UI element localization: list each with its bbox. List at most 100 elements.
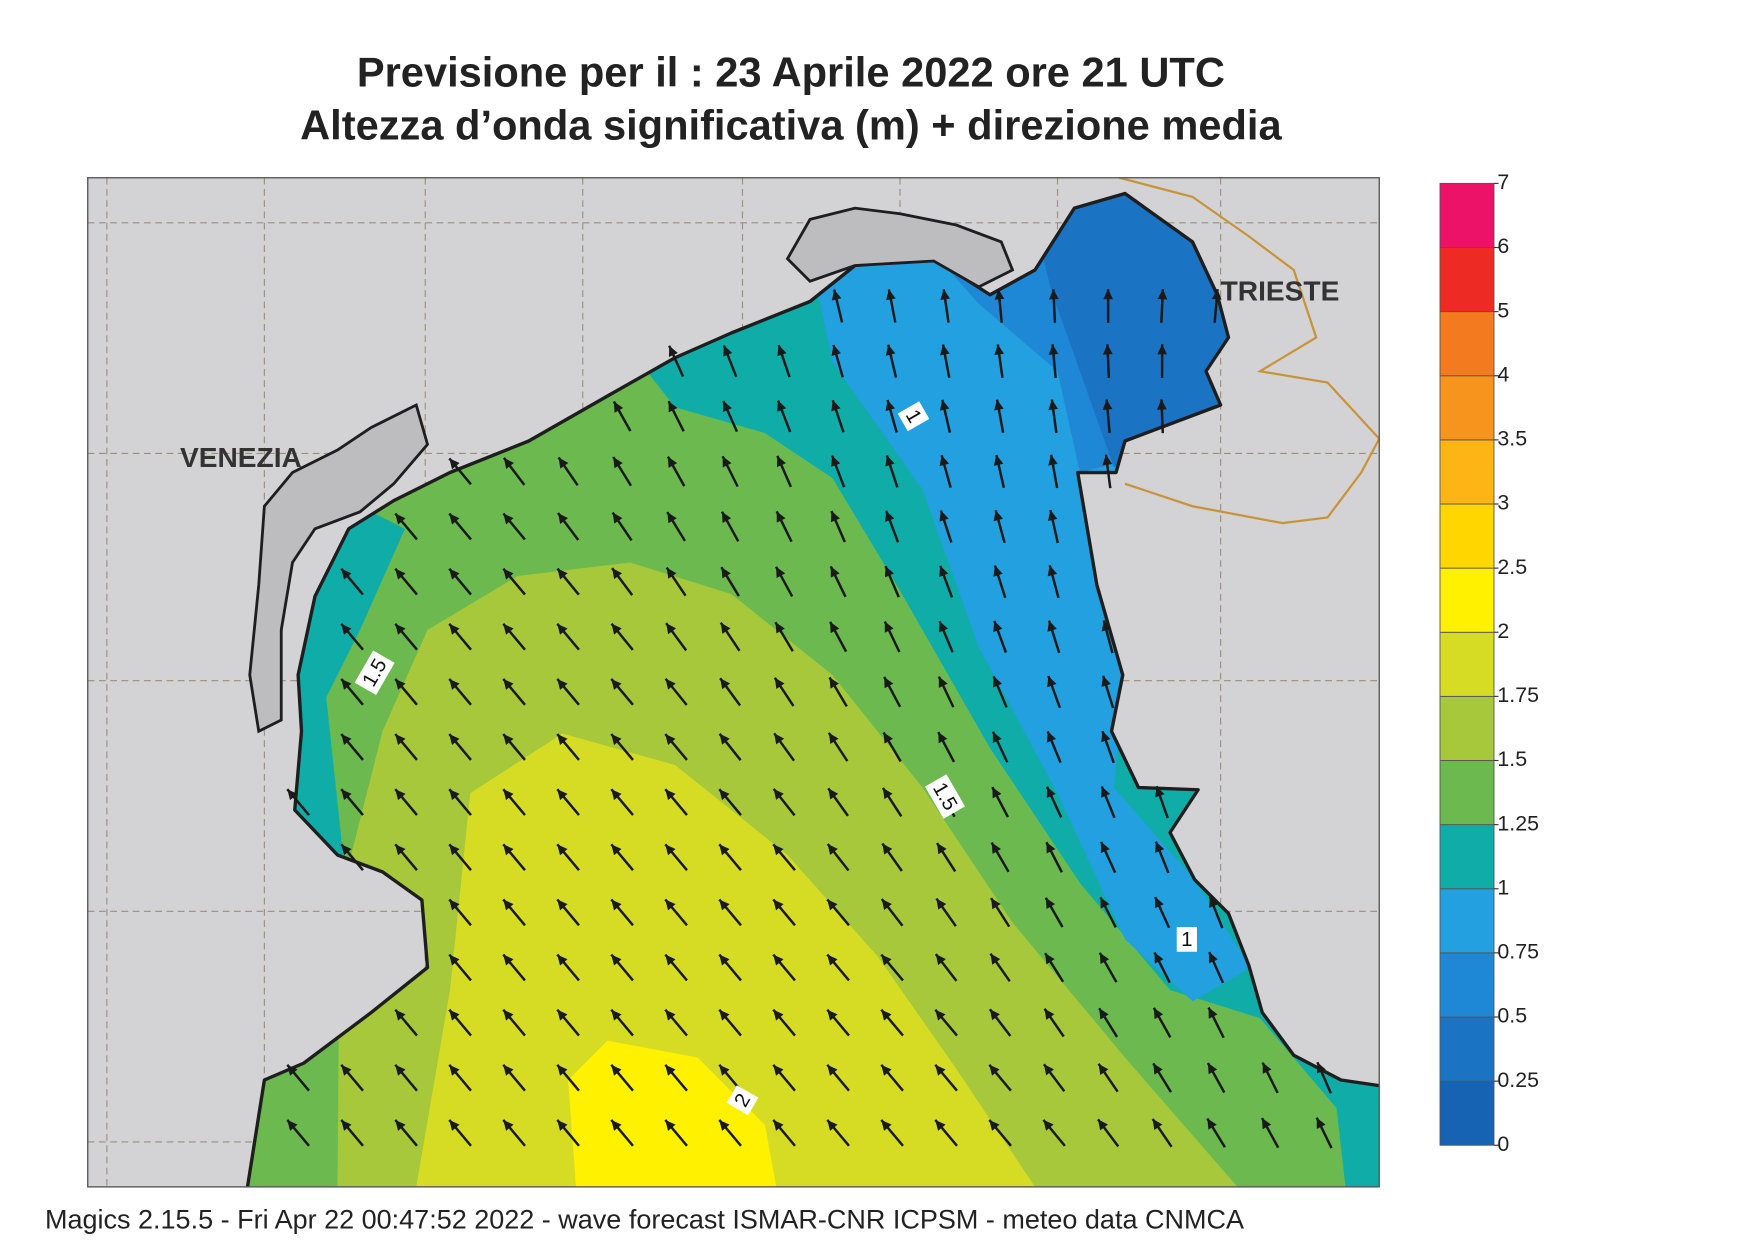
arrow-head: [503, 954, 514, 966]
arrow-head: [395, 1064, 406, 1076]
footer: Magics 2.15.5 - Fri Apr 22 00:47:52 2022…: [45, 1205, 1244, 1235]
colorbar-tick-label: 0.5: [1497, 1004, 1527, 1028]
arrow-head: [1157, 344, 1168, 355]
arrow-head: [557, 789, 568, 801]
arrow-head: [773, 788, 784, 800]
arrow-head: [719, 1119, 730, 1131]
arrow-head: [557, 1119, 568, 1131]
arrow-head: [557, 1009, 568, 1021]
arrow-head: [830, 621, 840, 634]
arrow-head: [719, 1009, 730, 1021]
arrow-head: [989, 1009, 1000, 1021]
arrow-head: [1046, 786, 1056, 799]
arrow-head: [937, 843, 947, 855]
arrow-head: [449, 789, 460, 801]
arrow-head: [1100, 897, 1110, 909]
arrow-head: [1316, 1117, 1326, 1129]
arrow-head: [558, 512, 568, 525]
arrow-head: [503, 844, 514, 856]
arrow-head: [1155, 841, 1165, 853]
arrow-head: [831, 455, 841, 467]
contour-label-box: [1176, 927, 1198, 952]
arrow-head: [395, 623, 406, 635]
arrow-head: [776, 566, 786, 579]
coastline: [245, 191, 1380, 1187]
arrow-head: [1153, 1007, 1164, 1020]
colorbar-segment: [1439, 1016, 1495, 1082]
arrow-head: [775, 622, 785, 634]
arrow-head: [881, 899, 892, 911]
arrow-head: [665, 789, 676, 801]
arrow-head: [722, 511, 732, 523]
arrow-head: [938, 732, 948, 744]
arrow-head: [503, 734, 514, 745]
arrow-head: [611, 844, 622, 856]
arrow-head: [989, 1064, 1000, 1076]
arrow-head: [503, 457, 514, 469]
arrow-head: [665, 678, 676, 690]
contour-label-text: 1: [1181, 929, 1192, 951]
colorbar-tick-label: 0.75: [1497, 940, 1539, 964]
arrow-head: [611, 1064, 622, 1076]
contour-label: 1: [1176, 927, 1198, 952]
colorbar-segment: [1439, 503, 1495, 569]
colorbar-tick-label: 1.25: [1497, 811, 1539, 835]
arrow-head: [940, 289, 951, 301]
arrow-head: [885, 400, 896, 412]
arrow-head: [885, 344, 896, 356]
arrow-head: [665, 734, 676, 745]
arrow-head: [1153, 1063, 1163, 1075]
contour-label-box: [924, 774, 966, 819]
arrow-head: [992, 787, 1002, 799]
arrow-head: [503, 899, 514, 911]
arrow-head: [774, 733, 785, 745]
arrow-head: [287, 1064, 298, 1076]
arrow-head: [885, 510, 895, 522]
arrow-head: [773, 1119, 784, 1131]
arrow-head: [449, 734, 460, 745]
wave-band: [1035, 193, 1238, 467]
colorbar-segment: [1439, 888, 1495, 954]
arrow-head: [990, 953, 1001, 965]
arrow-head: [1047, 510, 1058, 521]
arrow-head: [828, 788, 839, 800]
arrow-head: [449, 899, 460, 911]
arrow-head: [827, 843, 838, 855]
arrow-head: [665, 844, 676, 856]
arrow-head: [503, 1064, 514, 1076]
arrow-head: [886, 289, 896, 301]
arrow-head: [830, 511, 840, 523]
colorbar-tick-label: 3.5: [1497, 427, 1527, 451]
arrow-head: [831, 289, 842, 301]
arrow-head: [612, 512, 623, 524]
contour-label-box: [354, 650, 395, 696]
arrow-head: [882, 787, 893, 800]
arrow-head: [341, 1119, 352, 1131]
arrow-head: [827, 1064, 838, 1076]
arrow-head: [666, 623, 677, 635]
colorbar: 0 0.25 0.5 0.75 1 1.25 1.5 1.75 2 2.5 3 3.5 4 5 6 7: [1439, 170, 1539, 1156]
arrow-head: [938, 676, 948, 688]
arrow-head: [287, 1119, 298, 1131]
contour-label-box: [897, 401, 930, 432]
arrow-head: [613, 401, 624, 413]
arrow-head: [885, 455, 895, 467]
colorbar-segment: [1439, 695, 1495, 761]
arrow-head: [991, 842, 1001, 854]
colorbar-tick-label: 1: [1497, 875, 1509, 899]
arrow-head: [935, 954, 946, 966]
arrow-head: [881, 1064, 892, 1076]
arrow-head: [1047, 676, 1057, 688]
arrow-head: [341, 623, 352, 635]
arrow-head: [1207, 1062, 1218, 1075]
arrow-head: [665, 954, 676, 966]
arrow-head: [341, 734, 352, 745]
arrow-head: [1102, 454, 1113, 466]
arrow-head: [1045, 897, 1056, 909]
colorbar-segment: [1439, 952, 1495, 1018]
arrow-head: [503, 678, 514, 690]
arrow-head: [881, 1119, 892, 1131]
arrow-head: [667, 512, 677, 524]
arrow-head: [611, 1119, 622, 1131]
